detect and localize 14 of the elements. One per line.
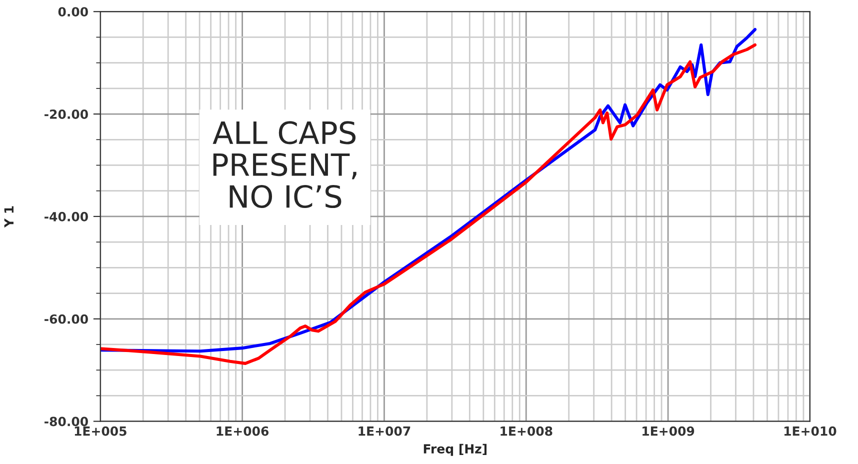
y-axis-title: Y 1 <box>4 206 14 228</box>
x-tick-label: 1E+009 <box>642 426 694 436</box>
x-tick-label: 1E+007 <box>358 426 410 436</box>
y-tick-label: 0.00 <box>58 7 88 17</box>
x-tick-label: 1E+005 <box>74 426 126 436</box>
x-axis-title: Freq [Hz] <box>424 444 487 456</box>
x-tick-label: 1E+010 <box>784 426 836 436</box>
x-tick-label: 1E+006 <box>216 426 269 436</box>
x-tick-label: 1E+008 <box>500 426 552 436</box>
y-tick-label: -60.00 <box>44 314 88 324</box>
y-tick-label: -20.00 <box>44 110 88 119</box>
y-tick-label: -40.00 <box>44 212 88 222</box>
annotation: ALL CAPS PRESENT, NO IC’S <box>212 121 356 208</box>
y-tick-label: -80.00 <box>44 416 88 426</box>
